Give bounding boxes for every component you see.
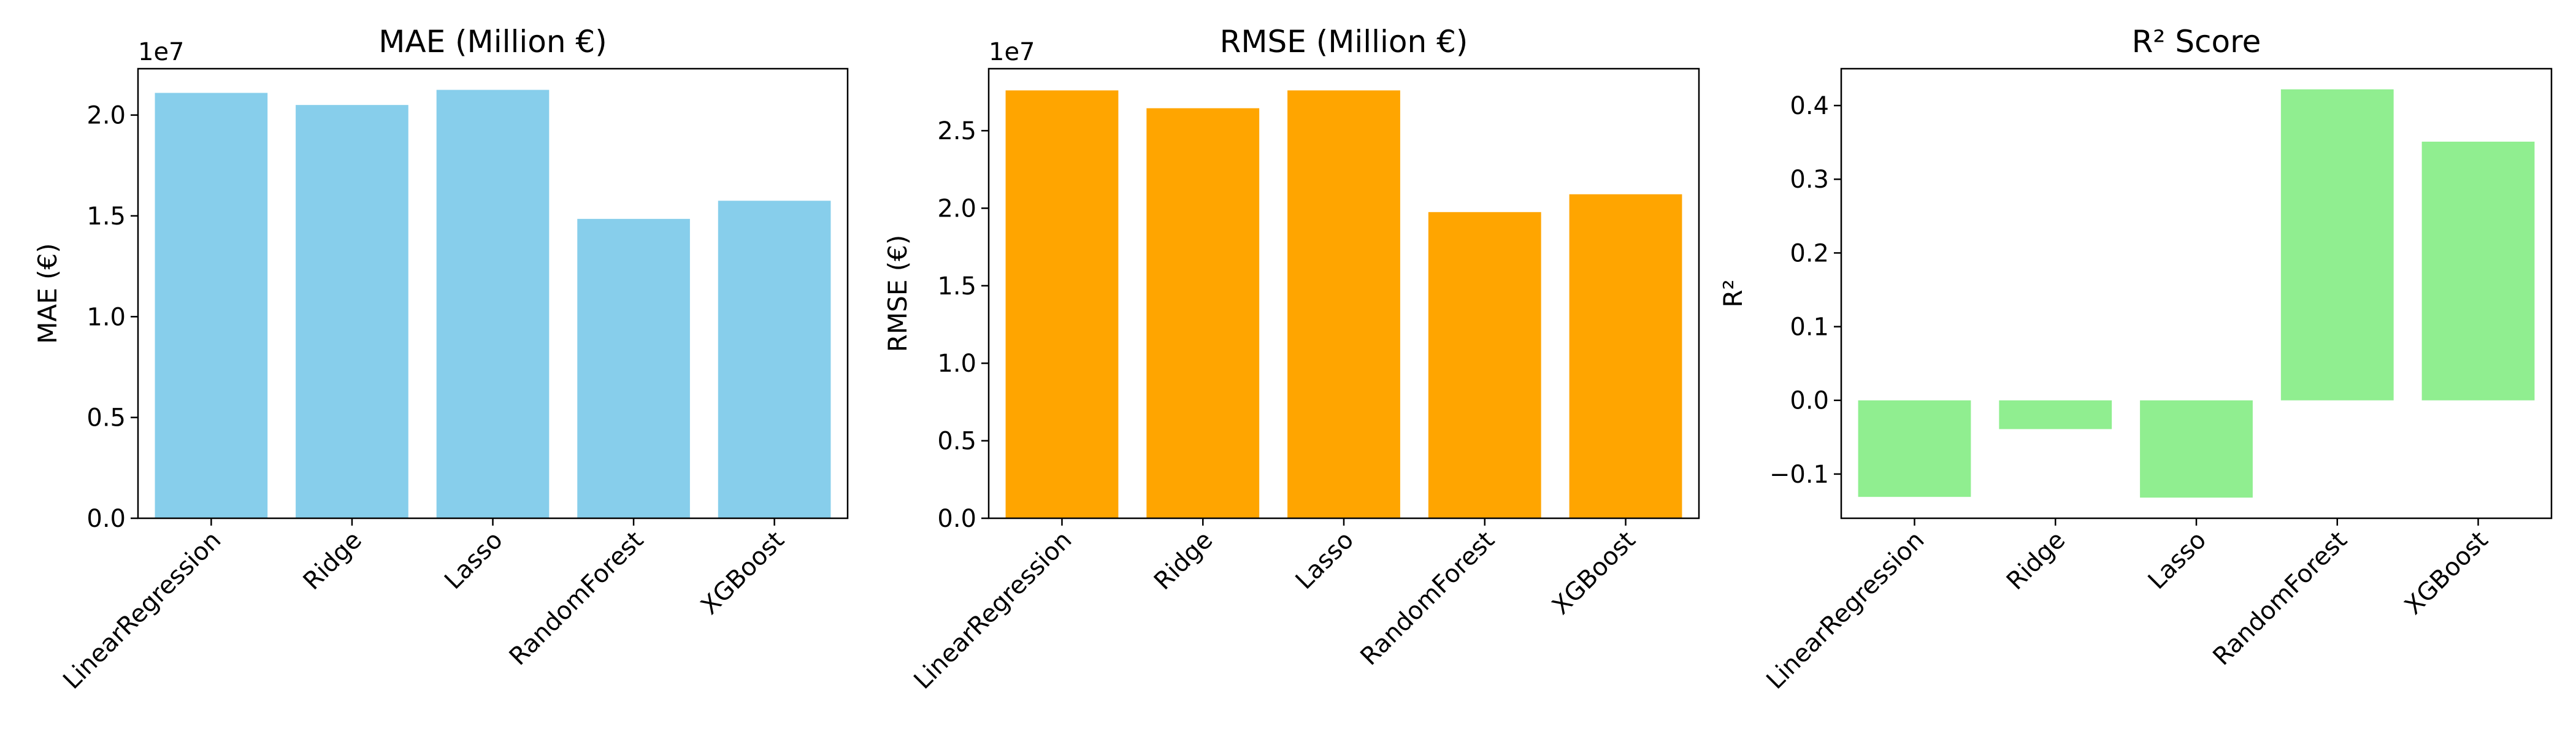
- y-tick-label: 0.4: [1790, 92, 1829, 120]
- y-tick-label: 2.0: [86, 102, 126, 130]
- x-tick-label: LinearRegression: [1761, 526, 1930, 695]
- y-axis-label: RMSE (€): [883, 235, 913, 352]
- bar-lasso: [436, 90, 550, 519]
- bar-randomforest: [2280, 89, 2394, 401]
- chart-panel-0: 0.0 0.5 1.0 1.5 2.0 LinearRegression Ridge Lass…: [33, 24, 849, 695]
- chart-panel-1: 0.0 0.5 1.0 1.5 2.0 2.5 LinearRegression Ridge L…: [883, 24, 1700, 695]
- y-tick-label: 0.5: [86, 404, 126, 432]
- bar-ridge: [296, 105, 408, 519]
- x-tick-label: LinearRegression: [908, 526, 1077, 695]
- x-tick-label: RandomForest: [2207, 526, 2352, 671]
- x-tick-label: Ridge: [298, 526, 367, 596]
- x-tick-label: Ridge: [1149, 526, 1218, 596]
- chart-title: RMSE (Million €): [1220, 24, 1468, 59]
- bar-ridge: [1146, 108, 1260, 519]
- bar-randomforest: [1428, 212, 1541, 518]
- chart-title: MAE (Million €): [378, 24, 607, 59]
- x-tick-label: Lasso: [2143, 526, 2212, 595]
- x-tick-label: LinearRegression: [58, 526, 226, 695]
- y-tick-label: 0.0: [1790, 387, 1829, 415]
- x-tick-label: XGBoost: [1547, 526, 1641, 621]
- y-tick-label: 1.0: [937, 350, 976, 378]
- y-tick-label: 0.0: [937, 505, 976, 533]
- bar-randomforest: [577, 218, 690, 518]
- bar-ridge: [1999, 400, 2112, 429]
- y-tick-label: 0.5: [937, 427, 976, 456]
- y-tick-label: 1.5: [86, 202, 126, 231]
- bar-xgboost: [718, 201, 831, 518]
- y-tick-label: 0.3: [1790, 166, 1829, 194]
- bar-xgboost: [2421, 141, 2535, 401]
- chart-panel-2: −0.1 0.0 0.1 0.2 0.3 0.4 LinearRegression Ridge…: [1718, 24, 2553, 695]
- bar-xgboost: [1569, 194, 1682, 518]
- y-tick-label: 0.0: [86, 505, 126, 533]
- y-tick-label: −0.1: [1769, 461, 1829, 489]
- x-tick-label: RandomForest: [1355, 526, 1500, 671]
- x-tick-label: XGBoost: [696, 526, 790, 621]
- bar-linearregression: [155, 93, 268, 518]
- y-axis-label: R²: [1718, 279, 1748, 307]
- x-tick-label: RandomForest: [504, 526, 649, 671]
- bar-lasso: [1287, 90, 1400, 518]
- y-tick-label: 0.2: [1790, 239, 1829, 267]
- y-offset-text: 1e7: [138, 38, 185, 66]
- x-tick-label: Ridge: [2001, 526, 2071, 596]
- bar-linearregression: [1858, 400, 1971, 497]
- x-tick-label: Lasso: [1290, 526, 1359, 595]
- chart-title: R² Score: [2132, 24, 2261, 59]
- bar-lasso: [2140, 400, 2253, 498]
- x-tick-label: XGBoost: [2399, 526, 2494, 621]
- y-tick-label: 1.5: [937, 272, 976, 301]
- y-tick-label: 1.0: [86, 303, 126, 331]
- bar-linearregression: [1005, 90, 1119, 518]
- y-tick-label: 0.1: [1790, 313, 1829, 342]
- y-axis-label: MAE (€): [33, 243, 63, 343]
- y-tick-label: 2.5: [937, 117, 976, 145]
- x-tick-label: Lasso: [439, 526, 508, 595]
- y-tick-label: 2.0: [937, 194, 976, 223]
- y-offset-text: 1e7: [989, 38, 1035, 66]
